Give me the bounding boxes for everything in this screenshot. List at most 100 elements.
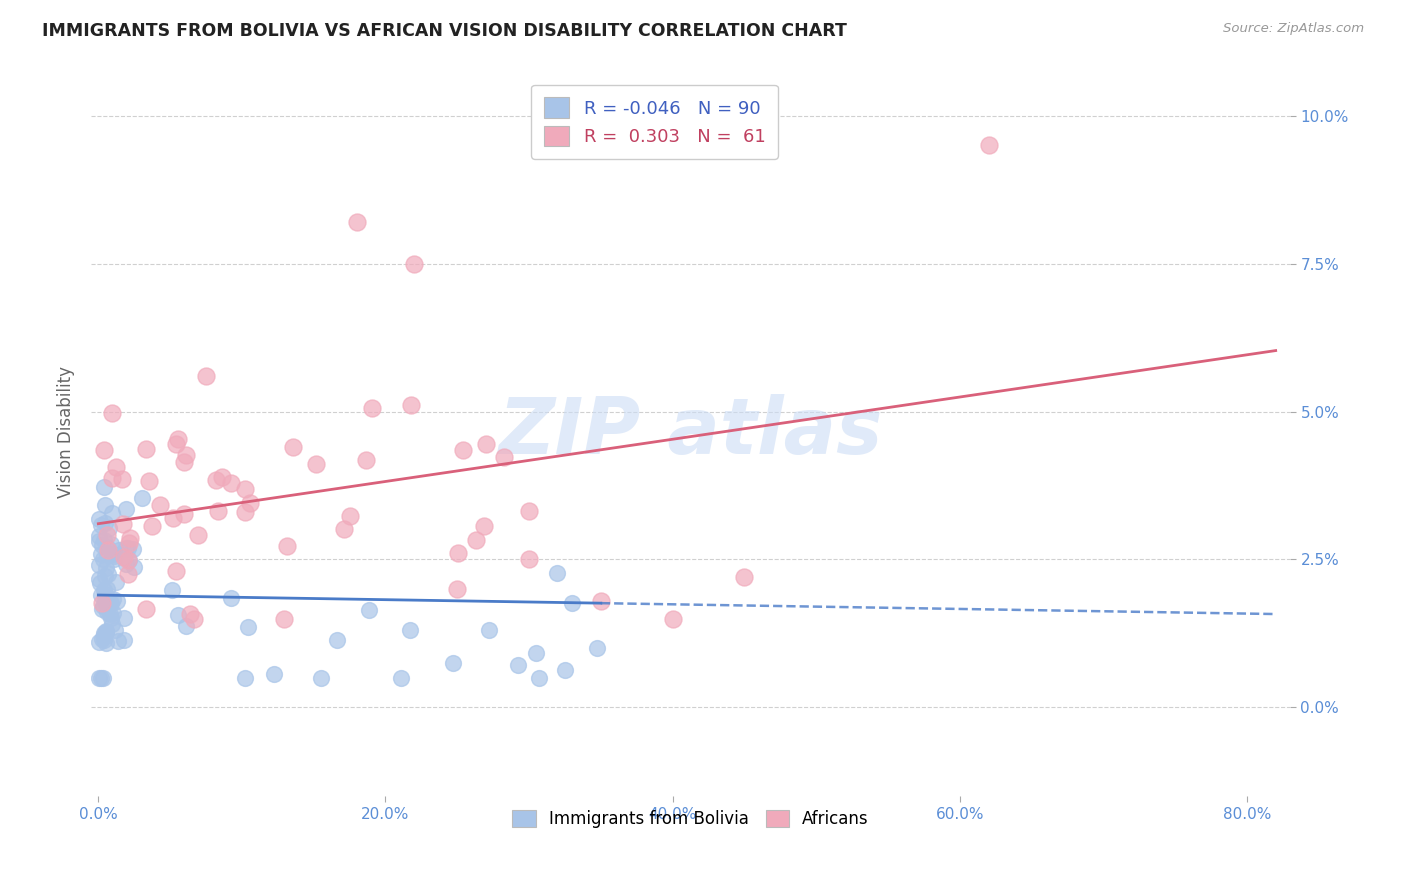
Point — [118, 536, 141, 550]
Point — [91, 552, 114, 566]
Point — [561, 596, 583, 610]
Point — [98, 607, 121, 621]
Point — [97, 567, 120, 582]
Point — [101, 592, 124, 607]
Point — [389, 671, 412, 685]
Point — [174, 619, 197, 633]
Point — [93, 533, 115, 547]
Point — [141, 519, 163, 533]
Point — [586, 641, 609, 656]
Point — [101, 616, 124, 631]
Point — [100, 537, 122, 551]
Point — [165, 436, 187, 450]
Point — [451, 442, 474, 457]
Point — [94, 498, 117, 512]
Point — [399, 624, 422, 638]
Point — [474, 437, 496, 451]
Legend: Immigrants from Bolivia, Africans: Immigrants from Bolivia, Africans — [506, 804, 876, 835]
Point — [332, 522, 354, 536]
Point — [103, 552, 125, 566]
Point — [91, 599, 114, 614]
Point — [149, 498, 172, 512]
Point — [90, 671, 112, 685]
Point — [138, 474, 160, 488]
Point — [465, 533, 488, 547]
Point — [89, 572, 111, 586]
Point — [103, 549, 125, 563]
Point — [107, 633, 129, 648]
Point — [87, 671, 110, 685]
Point — [263, 667, 285, 681]
Point — [447, 546, 470, 560]
Text: ZIP atlas: ZIP atlas — [498, 394, 883, 470]
Point — [118, 532, 141, 546]
Point — [94, 636, 117, 650]
Point — [96, 624, 118, 639]
Point — [91, 602, 114, 616]
Point — [112, 550, 135, 565]
Point — [219, 475, 242, 490]
Point — [90, 588, 112, 602]
Point — [977, 138, 1000, 153]
Point — [101, 607, 124, 621]
Point — [105, 459, 128, 474]
Point — [112, 633, 135, 648]
Point — [96, 528, 118, 542]
Point — [93, 628, 115, 642]
Point — [135, 602, 157, 616]
Point — [90, 632, 112, 646]
Point — [131, 491, 153, 505]
Point — [239, 496, 262, 510]
Point — [179, 607, 201, 621]
Point — [89, 575, 111, 590]
Point — [94, 560, 117, 574]
Point — [276, 539, 298, 553]
Point — [105, 594, 128, 608]
Point — [117, 567, 139, 582]
Point — [173, 455, 195, 469]
Point — [96, 624, 118, 638]
Point — [361, 401, 384, 415]
Point — [115, 502, 138, 516]
Point — [100, 611, 122, 625]
Point — [273, 612, 295, 626]
Point — [233, 671, 256, 685]
Point — [135, 442, 157, 456]
Point — [517, 552, 540, 566]
Y-axis label: Vision Disability: Vision Disability — [58, 367, 75, 499]
Point — [554, 663, 576, 677]
Point — [93, 582, 115, 597]
Point — [524, 646, 547, 660]
Point — [187, 527, 209, 541]
Point — [357, 603, 380, 617]
Point — [339, 508, 361, 523]
Point — [96, 547, 118, 561]
Point — [101, 548, 124, 562]
Point — [90, 596, 112, 610]
Point — [100, 506, 122, 520]
Point — [93, 626, 115, 640]
Point — [281, 440, 304, 454]
Point — [508, 658, 530, 673]
Point — [89, 534, 111, 549]
Point — [165, 564, 187, 578]
Point — [89, 512, 111, 526]
Point — [91, 538, 114, 552]
Point — [162, 510, 184, 524]
Point — [93, 442, 115, 457]
Point — [354, 452, 377, 467]
Point — [96, 595, 118, 609]
Point — [90, 517, 112, 532]
Point — [494, 450, 516, 464]
Point — [211, 470, 233, 484]
Point — [305, 457, 328, 471]
Point — [100, 596, 122, 610]
Point — [589, 594, 612, 608]
Point — [233, 482, 256, 496]
Point — [87, 558, 110, 573]
Point — [661, 612, 683, 626]
Point — [309, 671, 332, 685]
Point — [167, 607, 190, 622]
Point — [91, 671, 114, 685]
Point — [167, 432, 190, 446]
